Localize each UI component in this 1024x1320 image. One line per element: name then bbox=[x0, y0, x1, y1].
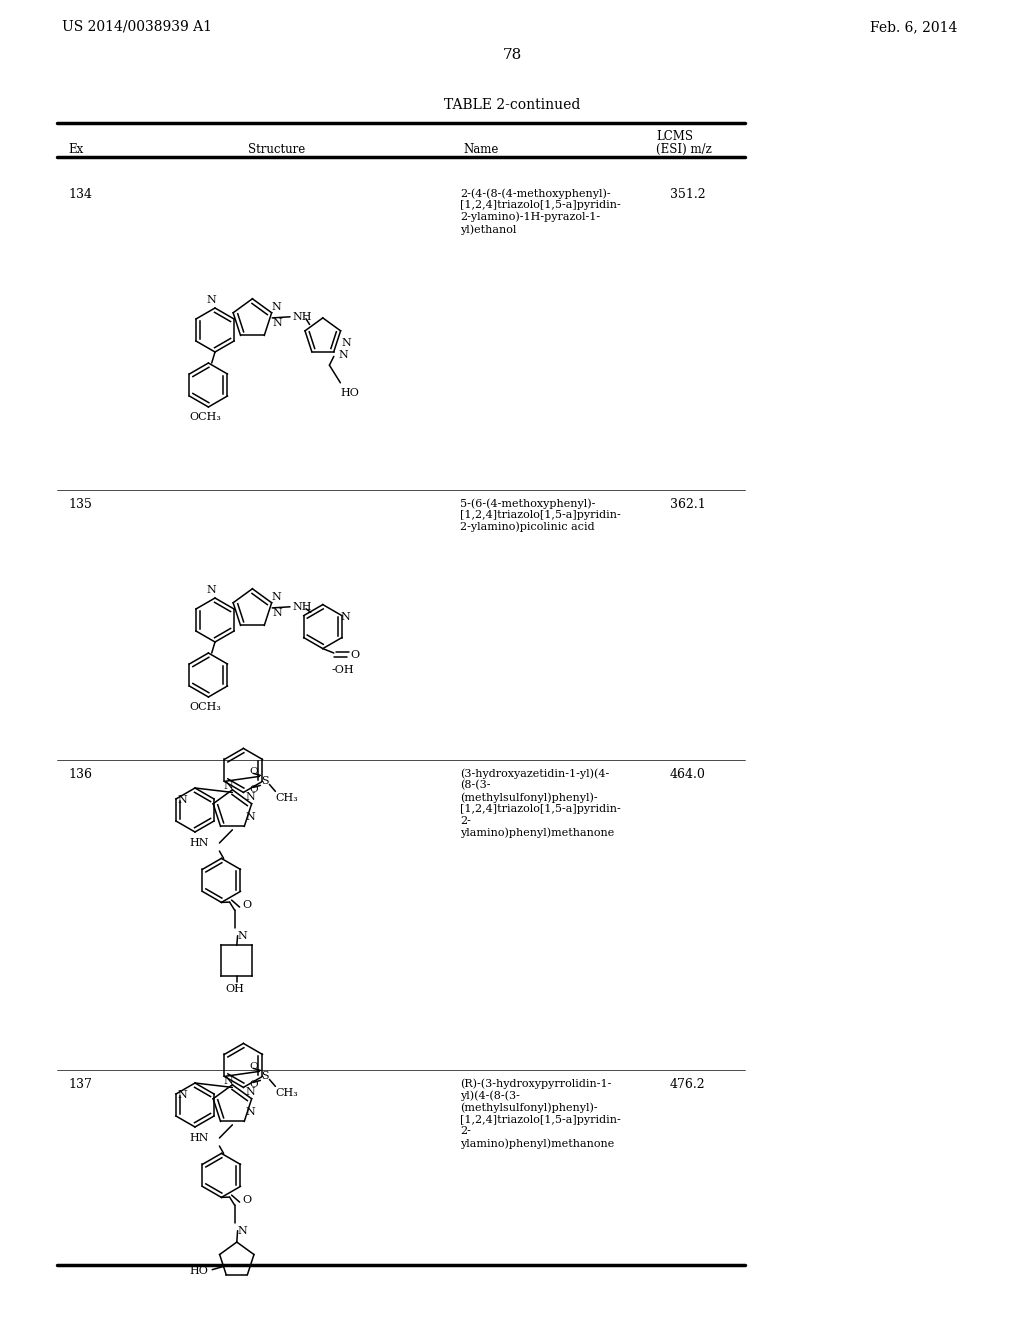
Text: N: N bbox=[223, 1076, 232, 1085]
Text: O: O bbox=[350, 651, 359, 660]
Text: N: N bbox=[271, 591, 281, 602]
Text: N: N bbox=[238, 1226, 248, 1236]
Text: N: N bbox=[340, 611, 350, 622]
Text: N: N bbox=[246, 1106, 255, 1117]
Text: OCH₃: OCH₃ bbox=[189, 412, 221, 422]
Text: N: N bbox=[177, 1090, 187, 1100]
Text: N: N bbox=[206, 585, 216, 595]
Text: 135: 135 bbox=[68, 498, 92, 511]
Text: HO: HO bbox=[340, 388, 359, 397]
Text: N: N bbox=[246, 812, 255, 821]
Text: Name: Name bbox=[463, 143, 499, 156]
Text: 136: 136 bbox=[68, 768, 92, 781]
Text: (3-hydroxyazetidin-1-yl)(4-
(8-(3-
(methylsulfonyl)phenyl)-
[1,2,4]triazolo[1,5-: (3-hydroxyazetidin-1-yl)(4- (8-(3- (meth… bbox=[460, 768, 621, 838]
Text: N: N bbox=[206, 294, 216, 305]
Text: N: N bbox=[338, 350, 348, 360]
Text: TABLE 2-continued: TABLE 2-continued bbox=[443, 98, 581, 112]
Text: Ex: Ex bbox=[68, 143, 83, 156]
Text: N: N bbox=[177, 795, 187, 805]
Text: N: N bbox=[246, 1086, 255, 1097]
Text: -OH: -OH bbox=[332, 665, 354, 676]
Text: HN: HN bbox=[189, 838, 209, 847]
Text: NH: NH bbox=[292, 312, 311, 322]
Text: (R)-(3-hydroxypyrrolidin-1-
yl)(4-(8-(3-
(methylsulfonyl)phenyl)-
[1,2,4]triazol: (R)-(3-hydroxypyrrolidin-1- yl)(4-(8-(3-… bbox=[460, 1078, 621, 1148]
Text: NH: NH bbox=[292, 602, 311, 611]
Text: US 2014/0038939 A1: US 2014/0038939 A1 bbox=[62, 20, 212, 34]
Text: 2-(4-(8-(4-methoxyphenyl)-
[1,2,4]triazolo[1,5-a]pyridin-
2-ylamino)-1H-pyrazol-: 2-(4-(8-(4-methoxyphenyl)- [1,2,4]triazo… bbox=[460, 187, 621, 235]
Text: 134: 134 bbox=[68, 187, 92, 201]
Text: LCMS: LCMS bbox=[656, 129, 693, 143]
Text: N: N bbox=[341, 338, 351, 348]
Text: 78: 78 bbox=[503, 48, 521, 62]
Text: 362.1: 362.1 bbox=[670, 498, 706, 511]
Text: HN: HN bbox=[189, 1133, 209, 1143]
Text: O: O bbox=[243, 900, 252, 909]
Text: 351.2: 351.2 bbox=[670, 187, 706, 201]
Text: O: O bbox=[249, 1080, 258, 1089]
Text: O: O bbox=[243, 1195, 252, 1205]
Text: N: N bbox=[238, 931, 248, 941]
Text: OCH₃: OCH₃ bbox=[189, 702, 221, 711]
Text: CH₃: CH₃ bbox=[275, 1089, 298, 1098]
Text: 476.2: 476.2 bbox=[670, 1078, 706, 1092]
Text: 464.0: 464.0 bbox=[670, 768, 706, 781]
Text: Structure: Structure bbox=[248, 143, 305, 156]
Text: N: N bbox=[223, 780, 232, 791]
Text: O: O bbox=[249, 785, 258, 793]
Text: HO: HO bbox=[189, 1266, 208, 1275]
Text: (ESI) m/z: (ESI) m/z bbox=[656, 143, 712, 156]
Text: S: S bbox=[261, 1072, 269, 1081]
Text: N: N bbox=[246, 792, 255, 801]
Text: 137: 137 bbox=[68, 1078, 92, 1092]
Text: CH₃: CH₃ bbox=[275, 793, 298, 804]
Text: O: O bbox=[249, 767, 258, 776]
Text: Feb. 6, 2014: Feb. 6, 2014 bbox=[870, 20, 957, 34]
Text: OH: OH bbox=[225, 985, 245, 994]
Text: S: S bbox=[261, 776, 269, 787]
Text: N: N bbox=[272, 318, 282, 329]
Text: N: N bbox=[271, 302, 281, 312]
Text: 5-(6-(4-methoxyphenyl)-
[1,2,4]triazolo[1,5-a]pyridin-
2-ylamino)picolinic acid: 5-(6-(4-methoxyphenyl)- [1,2,4]triazolo[… bbox=[460, 498, 621, 532]
Text: O: O bbox=[249, 1061, 258, 1071]
Text: N: N bbox=[272, 609, 282, 618]
